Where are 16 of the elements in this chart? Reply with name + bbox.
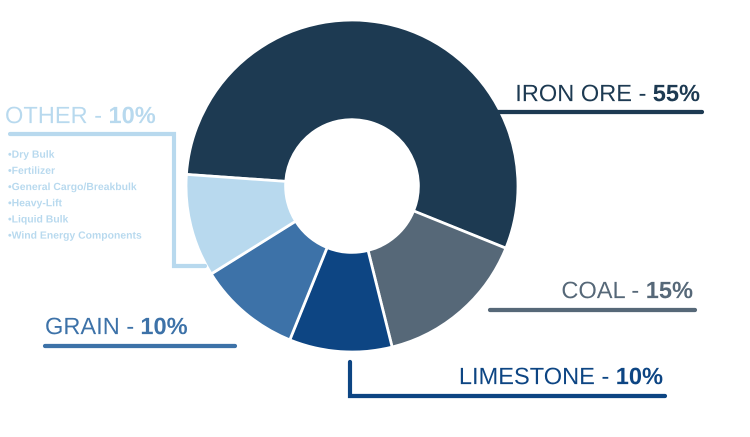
- data-label: 10%: [110, 106, 156, 124]
- text: •Liquid Bulk: [8, 214, 68, 225]
- text: •Wind Energy Components: [8, 231, 142, 241]
- data-label: 15%: [647, 282, 692, 298]
- slice-label: IRON ORE -: [517, 84, 646, 102]
- text: •Heavy-Lift: [8, 198, 62, 208]
- data-label: 55%: [653, 84, 700, 102]
- slice-label: COAL -: [562, 282, 638, 298]
- slice-label: GRAIN -: [46, 318, 134, 334]
- data-label: 10%: [142, 318, 188, 334]
- slice-label: LIMESTONE -: [460, 368, 608, 384]
- text: •General Cargo/Breakbulk: [8, 182, 137, 192]
- slice-label: OTHER -: [6, 106, 102, 124]
- text: •Dry Bulk: [8, 150, 54, 160]
- text: •Fertilizer: [8, 166, 55, 174]
- data-label: 10%: [617, 368, 662, 384]
